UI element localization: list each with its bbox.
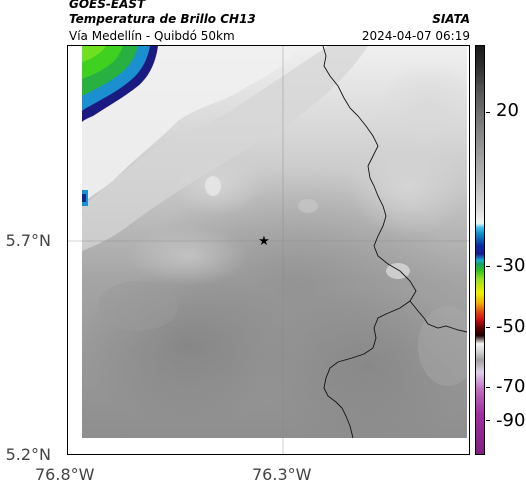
colorbar-label: -70 [496, 376, 526, 397]
colorbar-tick [486, 266, 490, 267]
map-canvas: ★ [68, 46, 469, 454]
location-subtitle: Vía Medellín - Quibdó 50km [69, 29, 235, 43]
star-icon[interactable]: ★ [258, 234, 270, 249]
x-tick-label: 76.8°W [35, 465, 95, 484]
colorbar-tick [486, 112, 490, 113]
temperature-colorbar [475, 45, 485, 455]
organization-label: SIATA [432, 12, 470, 26]
y-tick-label: 5.7°N [5, 231, 51, 250]
colorbar-label: 20 [496, 100, 519, 121]
satellite-map[interactable]: ★ [67, 45, 470, 455]
x-tick-label: 76.3°W [252, 465, 312, 484]
boundary-line-main [322, 46, 417, 439]
boundary-line-east [409, 300, 468, 333]
colorbar-tick [486, 420, 490, 421]
channel-title: Temperatura de Brillo CH13 [69, 12, 256, 26]
colorbar-label: -50 [496, 316, 526, 337]
product-title: GOES-EAST [69, 0, 146, 11]
colorbar-tick [486, 387, 490, 388]
colorbar-label: -30 [496, 255, 526, 276]
colorbar-tick [486, 327, 490, 328]
y-tick-label: 5.2°N [5, 445, 51, 464]
colorbar-label: -90 [496, 410, 526, 431]
timestamp-label: 2024-04-07 06:19 [361, 29, 470, 43]
cloud-edge-region [82, 46, 368, 251]
